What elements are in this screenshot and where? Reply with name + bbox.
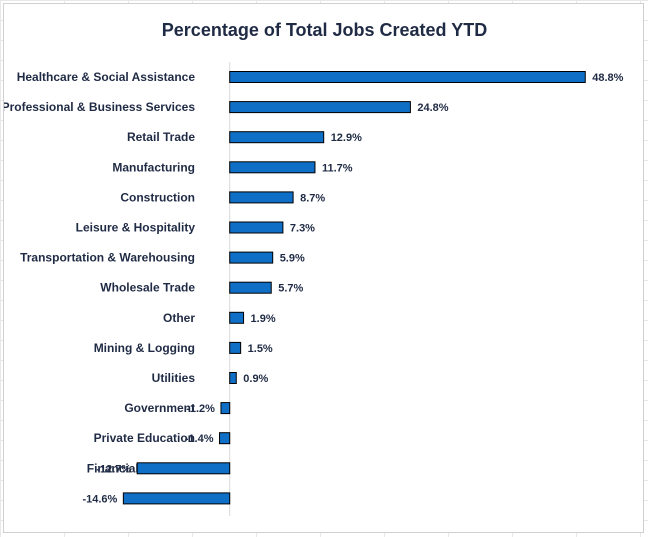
category-label: Manufacturing <box>112 160 195 174</box>
bar[interactable] <box>229 281 272 294</box>
data-label: 5.9% <box>280 253 305 265</box>
bar-chart: Healthcare & Social Assistance 48.8% Profe… <box>4 62 624 516</box>
category-label: Government <box>124 401 195 415</box>
category-label: Other <box>163 311 195 325</box>
category-label: Transportation & Warehousing <box>20 251 195 265</box>
data-label: -14.6% <box>82 493 117 505</box>
bar[interactable] <box>229 161 316 174</box>
chart-title: Percentage of Total Jobs Created YTD <box>161 20 488 40</box>
data-label: -12.7% <box>96 463 131 475</box>
bar[interactable] <box>229 191 294 204</box>
data-label: 48.8% <box>592 72 623 84</box>
data-label: 1.9% <box>251 313 276 325</box>
chart-area[interactable]: Percentage of Total Jobs Created YTD Hea… <box>3 3 644 533</box>
bar[interactable] <box>229 341 242 354</box>
category-label: Wholesale Trade <box>100 281 195 295</box>
data-label: 11.7% <box>322 162 353 174</box>
data-label: 12.9% <box>331 132 362 144</box>
bar[interactable] <box>219 432 231 445</box>
bar[interactable] <box>229 311 245 324</box>
bar[interactable] <box>229 131 325 144</box>
category-label: Construction <box>120 190 195 204</box>
bar[interactable] <box>136 462 231 475</box>
data-label: 0.9% <box>243 373 268 385</box>
data-label: -1.2% <box>186 403 215 415</box>
bar[interactable] <box>229 71 586 83</box>
bar[interactable] <box>229 372 237 384</box>
data-label: 24.8% <box>417 102 448 114</box>
bar[interactable] <box>229 101 411 114</box>
category-label: Leisure & Hospitality <box>76 221 196 235</box>
data-label: 7.3% <box>290 223 315 235</box>
bar[interactable] <box>229 251 274 264</box>
category-label: Utilities <box>152 371 196 385</box>
category-label: Private Education <box>94 431 195 445</box>
bar[interactable] <box>220 402 231 415</box>
bar[interactable] <box>122 492 231 505</box>
category-label: Mining & Logging <box>94 341 195 355</box>
data-label: 5.7% <box>278 283 303 295</box>
category-label: Professional & Business Services <box>4 100 195 114</box>
category-label: Retail Trade <box>127 130 195 144</box>
category-label: Healthcare & Social Assistance <box>17 70 196 84</box>
bar[interactable] <box>229 221 284 234</box>
data-label: -1.4% <box>185 433 214 445</box>
data-label: 8.7% <box>300 192 325 204</box>
data-label: 1.5% <box>248 343 273 355</box>
